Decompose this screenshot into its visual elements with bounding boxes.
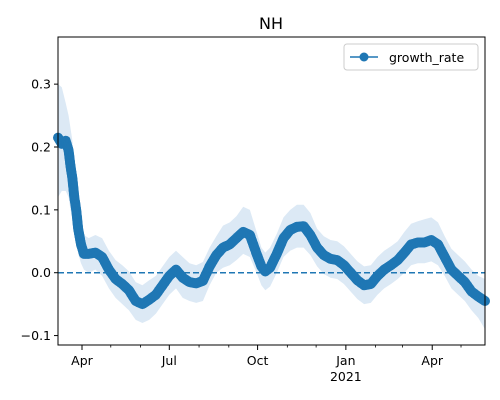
x-tick-label: Jan [335, 353, 355, 368]
y-tick-label: 0.1 [31, 202, 51, 217]
y-tick-label: −0.1 [21, 328, 51, 343]
x-tick-label: Apr [71, 353, 93, 368]
legend-box [343, 43, 479, 71]
plot-frame [57, 36, 486, 346]
legend-label: growth_rate [389, 50, 464, 65]
chart-title: NH [259, 14, 283, 33]
legend-marker [359, 52, 369, 62]
series-markers-growth-rate [53, 132, 490, 310]
y-tick-label: 0.3 [31, 77, 51, 92]
y-tick-label: 0.0 [31, 265, 51, 280]
plot-area [53, 84, 490, 330]
legend: growth_rate [343, 43, 479, 71]
x-tick-label: Apr [421, 353, 443, 368]
x-tick-label: Jul [161, 353, 177, 368]
x-tick-label: Oct [247, 353, 269, 368]
confidence-band [58, 84, 485, 330]
y-tick-label: 0.2 [31, 140, 51, 155]
x-tick-year-label: 2021 [330, 369, 362, 384]
y-axis: −0.1 0.0 0.1 0.2 0.3 [21, 77, 58, 343]
